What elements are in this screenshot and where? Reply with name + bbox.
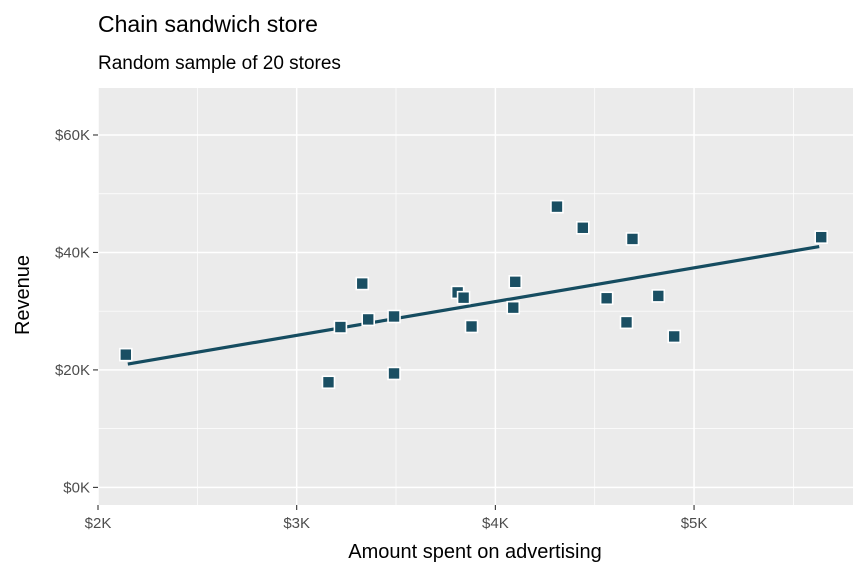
y-axis: $0K $20K $40K $60K — [55, 127, 98, 496]
plot-panel — [98, 88, 853, 505]
data-point — [625, 232, 640, 246]
data-point — [387, 309, 401, 324]
x-axis-title: Amount spent on advertising — [348, 541, 602, 563]
y-tick-label: $40K — [55, 244, 90, 261]
data-point — [667, 329, 681, 344]
data-point — [651, 289, 666, 303]
data-point — [361, 312, 376, 327]
data-point — [464, 319, 479, 334]
trend-line-group — [127, 245, 820, 366]
x-tick-label: $3K — [283, 515, 310, 532]
data-points — [119, 199, 829, 390]
data-point — [355, 276, 370, 291]
x-axis: $2K $3K $4K $5K — [85, 505, 708, 532]
y-tick-label: $60K — [55, 127, 90, 144]
data-point — [119, 347, 133, 362]
y-tick-label: $20K — [55, 362, 90, 379]
minor-gridlines — [98, 88, 853, 505]
data-point — [575, 220, 590, 235]
data-point — [456, 290, 471, 305]
x-tick-label: $4K — [482, 515, 509, 532]
data-point — [321, 375, 336, 390]
data-point — [506, 300, 521, 315]
data-point — [619, 315, 634, 330]
x-tick-label: $2K — [85, 515, 112, 532]
data-point — [333, 320, 348, 334]
data-point — [550, 199, 564, 214]
chart-subtitle: Random sample of 20 stores — [98, 53, 341, 74]
data-point — [814, 230, 829, 244]
x-tick-label: $5K — [681, 515, 708, 532]
data-point — [387, 366, 401, 381]
chart-title: Chain sandwich store — [98, 11, 318, 37]
trend-line — [127, 245, 820, 366]
y-tick-label: $0K — [63, 479, 90, 496]
data-point — [508, 275, 523, 289]
major-gridlines — [97, 88, 853, 505]
y-axis-title: Revenue — [12, 255, 34, 335]
data-point — [599, 291, 614, 306]
